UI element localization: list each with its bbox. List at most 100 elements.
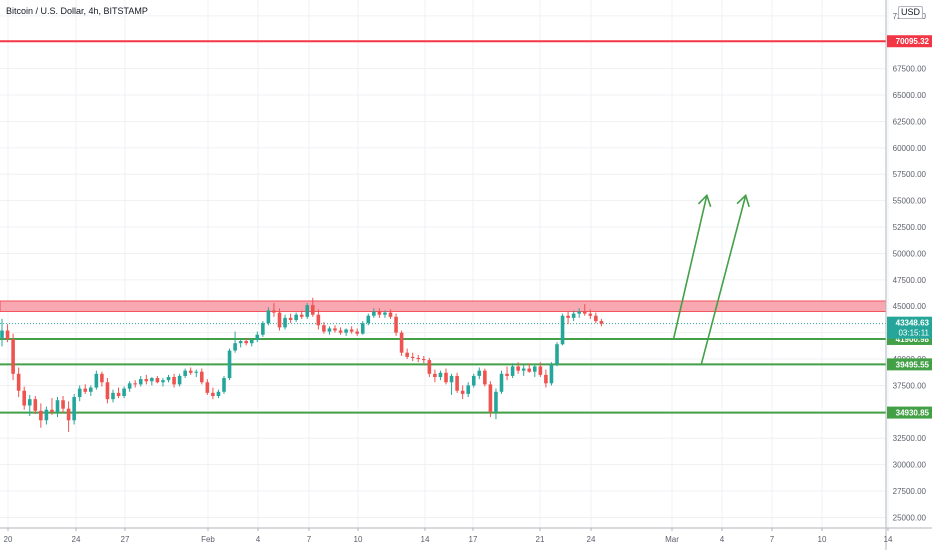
candle-body xyxy=(527,368,532,372)
currency-badge[interactable]: USD xyxy=(898,6,924,19)
candle-body xyxy=(50,409,54,412)
x-tick-label: 7 xyxy=(770,535,775,544)
candle-body xyxy=(39,410,43,421)
y-tick-label: 47500.00 xyxy=(893,276,927,285)
candle-body xyxy=(305,305,310,317)
x-tick-label: 21 xyxy=(536,535,545,544)
y-tick-label: 67500.00 xyxy=(893,65,927,74)
candle-body xyxy=(16,373,21,391)
chart-title: Bitcoin / U.S. Dollar, 4h, BITSTAMP xyxy=(6,6,148,16)
candle-body xyxy=(44,409,49,421)
y-tick-label: 37500.00 xyxy=(893,381,927,390)
candle-body xyxy=(205,382,210,393)
candle-body xyxy=(61,400,65,409)
candle-body xyxy=(150,378,154,382)
candle-body xyxy=(488,384,493,412)
candle-body xyxy=(394,316,398,333)
current-price-value: 43348.63 xyxy=(896,319,930,328)
candle-body xyxy=(388,312,393,317)
y-tick-label: 25000.00 xyxy=(893,513,927,522)
y-tick-label: 65000.00 xyxy=(893,91,927,100)
candle-body xyxy=(105,382,110,400)
candle-body xyxy=(316,314,321,326)
candle-body xyxy=(244,341,248,344)
candle-body xyxy=(333,328,337,331)
candle-body xyxy=(222,378,226,392)
candle-body xyxy=(155,378,160,383)
candle-body xyxy=(283,317,287,328)
candle-body xyxy=(272,310,276,313)
level-price-label-bg xyxy=(887,358,932,371)
candle-body xyxy=(366,315,371,324)
candlestick-series xyxy=(0,297,604,432)
candle-body xyxy=(588,313,593,316)
candle-body xyxy=(466,385,470,394)
arrow-shaft xyxy=(700,195,747,365)
candle-body xyxy=(433,373,437,377)
candle-body xyxy=(133,383,137,385)
candle-body xyxy=(360,323,365,334)
candle-body xyxy=(216,391,221,396)
x-tick-label: 10 xyxy=(354,535,363,544)
x-tick-label: 14 xyxy=(421,535,430,544)
candle-body xyxy=(438,372,443,377)
candle-body xyxy=(577,311,581,314)
x-tick-label: 17 xyxy=(469,535,478,544)
y-tick-label: 55000.00 xyxy=(893,197,927,206)
y-tick-label: 57500.00 xyxy=(893,170,927,179)
y-tick-label: 62500.00 xyxy=(893,117,927,126)
x-tick-label: 20 xyxy=(4,535,13,544)
y-tick-label: 52500.00 xyxy=(893,223,927,232)
candle-body xyxy=(377,311,382,315)
candle-body xyxy=(227,350,232,379)
candle-body xyxy=(311,305,315,315)
candle-body xyxy=(127,383,132,389)
candle-body xyxy=(355,331,359,334)
candle-body xyxy=(22,390,26,406)
level-price-label-text: 34930.85 xyxy=(896,409,930,418)
candle-body xyxy=(166,376,171,381)
candle-body xyxy=(544,374,548,384)
candle-body xyxy=(288,317,293,320)
candle-body xyxy=(122,388,126,396)
current-price-countdown: 03:15:11 xyxy=(898,329,929,338)
chart-grid xyxy=(0,0,889,528)
candle-body xyxy=(427,360,432,374)
candle-body xyxy=(77,388,82,398)
candle-body xyxy=(344,329,348,333)
x-tick-label: 24 xyxy=(72,535,81,544)
candle-body xyxy=(177,375,182,385)
y-tick-label: 60000.00 xyxy=(893,144,927,153)
candle-body xyxy=(188,370,193,373)
y-tick-label: 27500.00 xyxy=(893,487,927,496)
candle-body xyxy=(372,311,376,316)
x-tick-label: 4 xyxy=(256,535,261,544)
candle-body xyxy=(172,376,176,385)
candle-body xyxy=(238,341,243,344)
time-axis[interactable]: 20 24 27 Feb 4 7 10 14 17 21 24 Mar 4 7 10 14 xyxy=(0,527,932,544)
candle-body xyxy=(449,375,454,383)
candle-body xyxy=(277,312,282,328)
candle-body xyxy=(294,314,298,320)
x-tick-label: Feb xyxy=(201,535,215,544)
candle-body xyxy=(261,323,265,335)
x-tick-label: 4 xyxy=(720,535,725,544)
candle-body xyxy=(549,364,554,384)
projection-arrows[interactable] xyxy=(665,193,750,366)
candle-body xyxy=(444,372,448,383)
horizontal-levels[interactable] xyxy=(0,40,886,414)
candle-body xyxy=(455,375,459,391)
level-price-label-text: 41900.98 xyxy=(896,335,930,344)
candle-body xyxy=(521,368,526,371)
candle-body xyxy=(405,352,409,357)
candle-body xyxy=(83,388,88,392)
candle-body xyxy=(161,380,165,383)
candle-body xyxy=(55,400,60,412)
candle-body xyxy=(338,330,343,333)
candle-body xyxy=(5,330,10,339)
price-axis[interactable]: 25000.0027500.0030000.0032500.0035000.00… xyxy=(885,0,927,550)
candle-body xyxy=(138,379,143,385)
candle-body xyxy=(322,325,326,332)
arrow-head xyxy=(736,193,750,208)
